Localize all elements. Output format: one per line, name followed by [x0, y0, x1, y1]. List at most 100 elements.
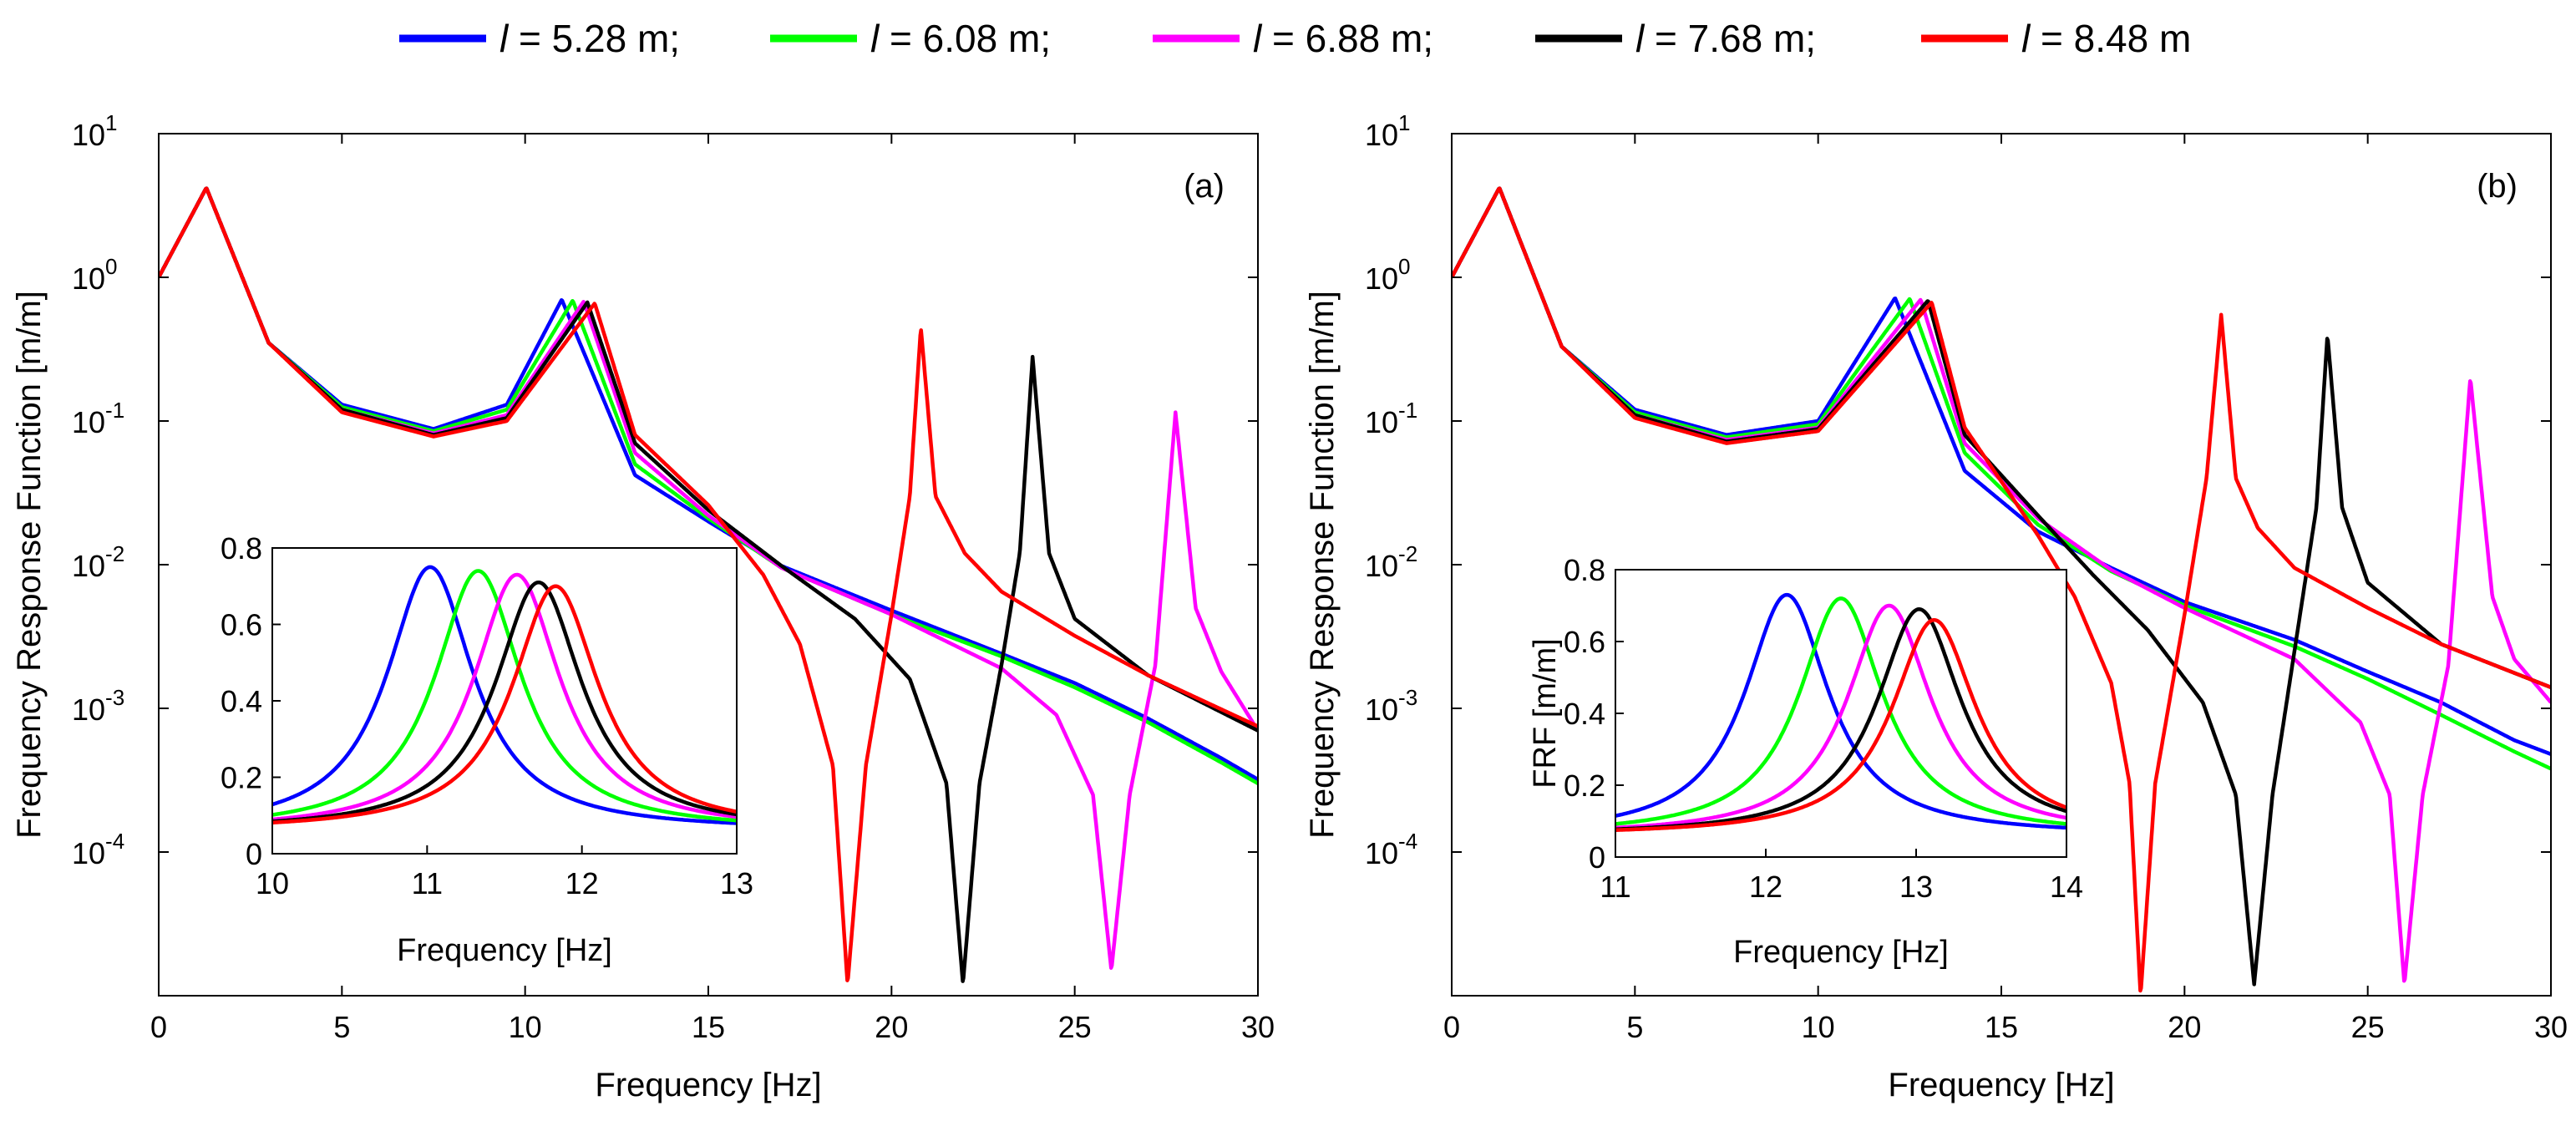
inset-x-tick-label: 14: [2050, 870, 2083, 904]
series-line-4: [159, 186, 1258, 983]
y-tick-label: 10-3: [72, 685, 124, 727]
inset-y-tick-label: 0.4: [221, 684, 262, 718]
inset-y-tick-label: 0.8: [221, 531, 262, 566]
inset-frame: [1615, 569, 2067, 858]
inset-series-group: [1615, 592, 2066, 832]
x-tick-label: 0: [150, 1010, 167, 1044]
inset-series-line-3: [1615, 603, 2066, 830]
inset-y-tick-label: 0.6: [221, 608, 262, 642]
inset-x-tick-label: 13: [720, 866, 753, 900]
inset-x-tick-label: 12: [565, 866, 599, 900]
legend-label: l = 8.48 m: [2021, 17, 2191, 60]
series-line-2: [1452, 186, 2551, 771]
x-ticks: 0 5 10 15 20 25 30: [150, 134, 1275, 1044]
y-axis-label: Frequency Response Function [m/m]: [1304, 291, 1341, 839]
inset-series-line-2: [272, 569, 737, 823]
x-tick-label: 20: [2168, 1010, 2201, 1044]
legend-entry-0: l = 5.28 m;: [399, 17, 680, 60]
y-tick-label: 10-4: [72, 829, 124, 870]
x-axis-label: Frequency [Hz]: [1888, 1067, 2114, 1103]
series-line-4: [1452, 186, 2551, 987]
y-axis-label: Frequency Response Function [m/m]: [11, 291, 48, 839]
inset-y-tick-label: 0.4: [1564, 697, 1605, 731]
legend-entry-3: l = 7.68 m;: [1535, 17, 1816, 60]
x-tick-label: 10: [509, 1010, 542, 1044]
inset-y-axis-label: FRF [m/m]: [1528, 638, 1563, 788]
main-series-group: [159, 186, 1258, 983]
y-ticks: 10-4 10-3 10-2 10-1 100 101: [1365, 110, 2551, 870]
inset-y-tick-label: 0: [1589, 840, 1605, 875]
series-line-5: [159, 186, 1258, 982]
inset-y-ticks: 0 0.2 0.4 0.6 0.8: [221, 531, 281, 871]
main-plot-frame: [1451, 133, 2552, 997]
inset-series-line-3: [272, 572, 737, 822]
inset-y-tick-label: 0.8: [1564, 553, 1605, 587]
x-tick-label: 5: [1626, 1010, 1643, 1044]
inset-x-tick-label: 12: [1749, 870, 1782, 904]
x-tick-label: 15: [692, 1010, 725, 1044]
inset: 11 12 13 14 0 0.2 0.4 0.6 0.8 Frequency [Hz] FR…: [1528, 553, 2083, 970]
inset-y-tick-label: 0.2: [1564, 768, 1605, 803]
inset-x-ticks: 11 12 13 14: [1600, 849, 2083, 904]
inset-x-axis-label: Frequency [Hz]: [397, 933, 612, 968]
main-series-group: [1452, 186, 2551, 993]
x-tick-label: 20: [875, 1010, 908, 1044]
x-tick-label: 15: [1985, 1010, 2018, 1044]
y-tick-label: 101: [1365, 110, 1411, 152]
legend-entry-2: l = 6.88 m;: [1153, 17, 1433, 60]
inset-x-ticks: 10 11 12 13: [256, 845, 753, 900]
y-tick-label: 10-3: [1365, 685, 1417, 727]
inset-series-line-5: [1615, 617, 2066, 832]
x-axis-label: Frequency [Hz]: [595, 1067, 821, 1103]
y-tick-label: 100: [1365, 254, 1411, 296]
legend-label: l = 6.08 m;: [870, 17, 1051, 60]
inset-y-tick-label: 0.6: [1564, 625, 1605, 659]
series-line-1: [159, 186, 1258, 782]
inset-y-tick-label: 0.2: [221, 761, 262, 795]
legend-entry-4: l = 8.48 m: [1921, 17, 2191, 60]
legend-label: l = 5.28 m;: [499, 17, 680, 60]
inset-frame: [271, 547, 738, 855]
legend: l = 5.28 m; l = 6.08 m; l = 6.88 m; l = …: [399, 17, 2191, 60]
inset: 10 11 12 13 0 0.2 0.4 0.6 0.8 Frequency [Hz]: [221, 531, 753, 968]
x-tick-label: 30: [1241, 1010, 1275, 1044]
inset-series-line-2: [1615, 596, 2066, 826]
legend-entry-1: l = 6.08 m;: [770, 17, 1051, 60]
inset-series-line-4: [272, 580, 737, 824]
y-tick-label: 10-4: [1365, 829, 1417, 870]
legend-label: l = 7.68 m;: [1635, 17, 1816, 60]
y-tick-label: 10-2: [72, 541, 124, 583]
inset-x-tick-label: 10: [256, 866, 289, 900]
y-tick-label: 10-1: [72, 398, 124, 439]
inset-series-line-5: [272, 584, 737, 825]
series-line-2: [159, 186, 1258, 785]
inset-series-line-1: [272, 565, 737, 825]
series-line-1: [1452, 186, 2551, 756]
inset-y-ticks: 0 0.2 0.4 0.6 0.8: [1564, 553, 1624, 875]
x-tick-label: 5: [333, 1010, 350, 1044]
y-tick-label: 101: [72, 110, 118, 152]
inset-y-tick-label: 0: [246, 837, 262, 871]
y-ticks: 10-4 10-3 10-2 10-1 100 101: [72, 110, 1258, 870]
x-tick-label: 25: [2351, 1010, 2385, 1044]
legend-label: l = 6.88 m;: [1253, 17, 1433, 60]
y-tick-label: 10-2: [1365, 541, 1417, 583]
panel-label: (a): [1184, 168, 1225, 205]
panel-label: (b): [2477, 168, 2518, 205]
inset-x-tick-label: 11: [1600, 870, 1630, 904]
x-tick-label: 0: [1443, 1010, 1460, 1044]
inset-x-tick-label: 11: [412, 866, 443, 900]
x-tick-label: 10: [1802, 1010, 1835, 1044]
inset-series-group: [272, 565, 737, 825]
inset-series-line-1: [1615, 592, 2066, 830]
x-ticks: 0 5 10 15 20 25 30: [1443, 134, 2568, 1044]
x-tick-label: 30: [2534, 1010, 2568, 1044]
inset-x-tick-label: 13: [1899, 870, 1933, 904]
x-tick-label: 25: [1058, 1010, 1092, 1044]
series-line-5: [1452, 186, 2551, 993]
inset-x-axis-label: Frequency [Hz]: [1733, 935, 1949, 970]
y-tick-label: 10-1: [1365, 398, 1417, 439]
